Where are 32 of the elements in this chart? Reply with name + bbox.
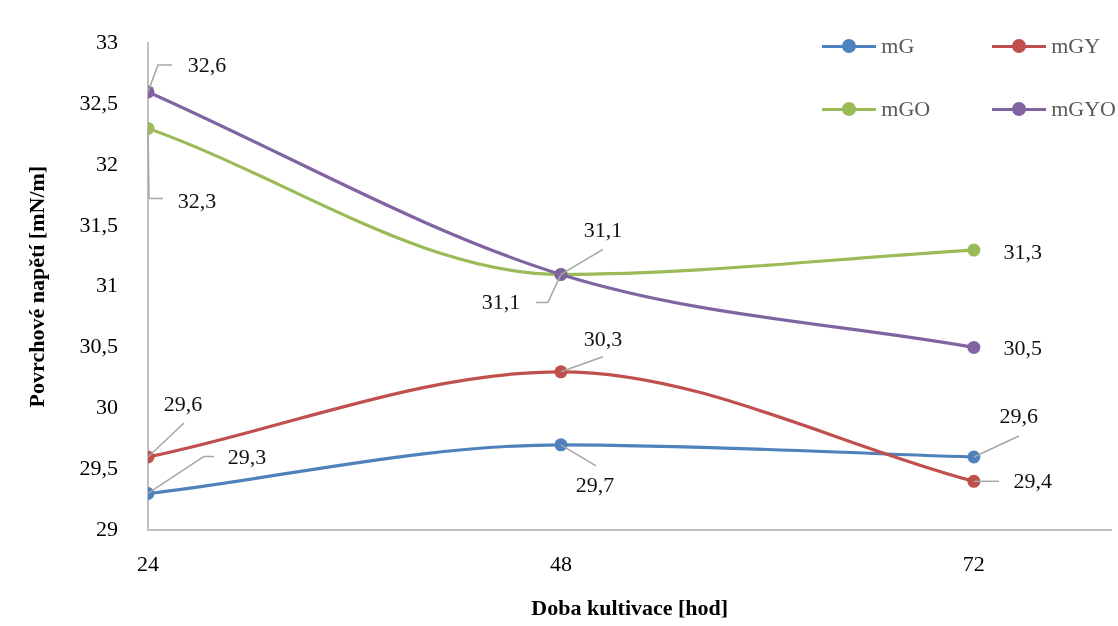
y-tick-label: 30,5 [79,333,118,359]
data-label: 29,6 [999,402,1039,428]
data-label: 29,3 [227,444,267,470]
data-label: 30,3 [583,325,623,351]
x-axis-title: Doba kultivace [hod] [531,595,729,621]
point [967,474,981,488]
data-label: 32,6 [187,51,227,77]
data-label: 30,5 [1003,335,1043,361]
y-tick-label: 31,5 [79,211,118,237]
x-tick-label: 72 [962,550,985,576]
data-label: 31,1 [583,217,623,243]
legend-label: mG [881,33,915,59]
y-tick-label: 33 [96,28,118,54]
data-label: 29,4 [1013,468,1053,494]
x-tick-label: 48 [549,550,572,576]
data-label: 29,6 [163,390,203,416]
y-tick-label: 32,5 [79,89,118,115]
y-tick-label: 29,5 [79,454,118,480]
data-label: 29,7 [575,471,615,497]
legend-label: mGY [1051,33,1101,59]
legend-label: mGO [881,96,931,122]
data-label: 31,1 [481,289,521,315]
x-tick-label: 24 [137,550,159,576]
y-tick-label: 30 [96,394,118,420]
y-tick-label: 32 [96,150,118,176]
data-label: 31,3 [1003,238,1043,264]
legend-label: mGYO [1051,96,1116,122]
point [967,340,981,354]
y-tick-label: 31 [96,272,118,298]
data-label: 32,3 [177,188,217,214]
y-axis-title: Povrchové napětí [mN/m] [23,165,49,408]
y-tick-label: 29 [96,515,118,541]
